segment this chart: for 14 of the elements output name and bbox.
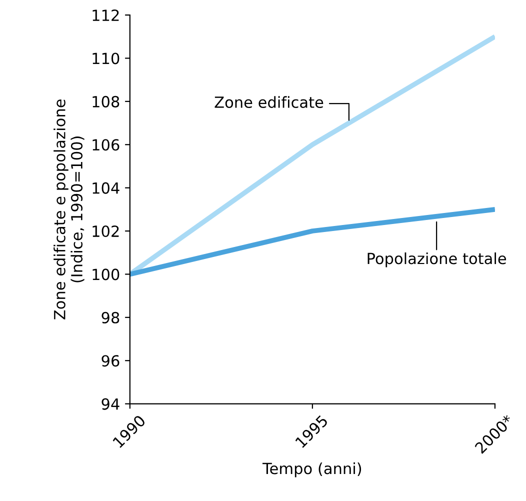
y-tick-label: 104 xyxy=(92,182,120,194)
y-tick-label: 102 xyxy=(92,225,119,238)
y-tick-label: 110 xyxy=(92,52,120,64)
y-tick-label: 94 xyxy=(102,398,120,410)
series-label: Zone edificate xyxy=(214,96,324,108)
y-tick-label: 106 xyxy=(92,139,120,151)
y-axis-title: Zone edificate e popolazione (Indice, 1990=100) xyxy=(54,100,84,320)
x-axis-title: Tempo (anni) xyxy=(262,462,362,478)
y-tick-label: 98 xyxy=(102,312,120,324)
y-tick-label: 112 xyxy=(92,9,119,21)
series-label: Popolazione totale xyxy=(368,252,506,268)
y-tick-label: 100 xyxy=(92,268,120,280)
y-tick-label: 108 xyxy=(92,96,120,108)
y-tick-label: 96 xyxy=(102,355,120,367)
